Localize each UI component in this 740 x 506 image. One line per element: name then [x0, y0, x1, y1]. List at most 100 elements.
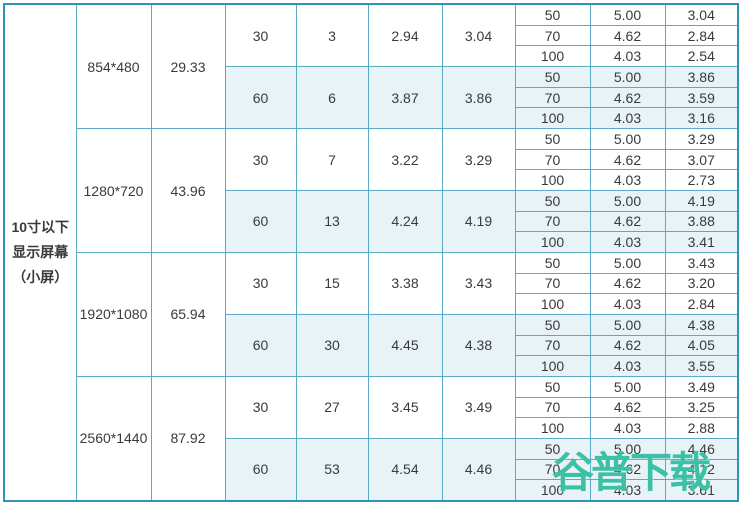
cell-fps: 60	[224, 313, 297, 377]
cell-value-2: 4.38	[441, 313, 516, 377]
cell-value-1: 4.24	[367, 190, 443, 253]
cell-value-1: 3.38	[367, 251, 443, 315]
cell-percent: 70	[514, 396, 591, 419]
table-row: 100 4.03 2.88	[4, 417, 739, 439]
watermark-text: 谷普下载	[552, 449, 711, 496]
cell-value-2: 3.29	[441, 128, 516, 191]
table-row: 70 4.62 4.05	[4, 334, 739, 357]
table-row: 1280*720 43.96 30 7 3.22 3.29 50 5.00 3.29	[4, 128, 739, 253]
screen-category-line: 显示屏幕	[12, 244, 69, 260]
cell-frames: 30	[295, 313, 369, 377]
cell-percent: 100	[514, 107, 591, 130]
table-row: 60 6 3.87 3.86 50 5.00 3.86	[4, 66, 739, 130]
table-row: 100 4.03 3.55	[4, 355, 739, 377]
cell-resolution: 1280*720	[75, 128, 152, 253]
table-body: 10寸以下 显示屏幕 （小屏） 854*480 29.33 30 3 2.94 3.04 50 5.…	[3, 3, 739, 502]
cell-percent: 70	[514, 210, 591, 233]
cell-percent: 50	[514, 251, 591, 274]
screen-bitrate-table: 10寸以下 显示屏幕 （小屏） 854*480 29.33 30 3 2.94 3.04 50 5.…	[3, 3, 739, 502]
cell-percent: 50	[514, 437, 591, 460]
cell-result: 4.38	[664, 313, 739, 336]
cell-size: 43.96	[150, 128, 226, 253]
cell-rate: 4.03	[589, 45, 666, 68]
cell-percent: 100	[514, 417, 591, 439]
cell-rate: 5.00	[589, 251, 666, 274]
cell-result: 3.25	[664, 396, 739, 419]
cell-percent: 70	[514, 272, 591, 295]
cell-result: 3.49	[664, 375, 739, 398]
cell-value-2: 3.04	[441, 3, 516, 68]
cell-rate: 4.03	[589, 293, 666, 315]
table-row: 100 4.03 3.61	[4, 479, 739, 502]
cell-value-2: 3.49	[441, 375, 516, 439]
table-row: 100 4.03 2.73	[4, 169, 739, 191]
cell-frames: 15	[295, 251, 369, 315]
cell-result: 3.16	[664, 107, 739, 130]
table-row: 70 4.62 3.20	[4, 272, 739, 295]
cell-result: 3.61	[664, 479, 739, 502]
cell-result: 3.04	[664, 3, 739, 26]
cell-result: 3.29	[664, 128, 739, 150]
cell-result: 3.20	[664, 272, 739, 295]
cell-result: 3.43	[664, 251, 739, 274]
cell-percent: 70	[514, 24, 591, 47]
cell-fps: 30	[224, 375, 297, 439]
cell-percent: 50	[514, 66, 591, 88]
cell-rate: 4.03	[589, 107, 666, 130]
screen-category-line: 10寸以下	[11, 219, 70, 235]
cell-rate: 4.62	[589, 210, 666, 233]
cell-fps: 60	[224, 437, 297, 502]
table-row: 70 4.62 3.25	[4, 396, 739, 419]
cell-percent: 100	[514, 45, 591, 68]
cell-percent: 50	[514, 3, 591, 26]
cell-frames: 27	[295, 375, 369, 439]
cell-rate: 4.03	[589, 417, 666, 439]
cell-percent: 100	[514, 169, 591, 191]
cell-value-2: 3.43	[441, 251, 516, 315]
cell-rate: 4.03	[589, 231, 666, 253]
table-row: 70 4.62 2.84	[4, 24, 739, 47]
cell-frames: 3	[295, 3, 369, 68]
screen-category-line: （小屏）	[12, 269, 69, 285]
cell-value-1: 3.87	[367, 66, 443, 130]
cell-rate: 4.03	[589, 479, 666, 502]
cell-result: 3.07	[664, 148, 739, 171]
cell-rate: 4.62	[589, 148, 666, 171]
cell-percent: 70	[514, 334, 591, 357]
cell-result: 3.88	[664, 210, 739, 233]
cell-rate: 4.03	[589, 355, 666, 377]
cell-value-1: 2.94	[367, 3, 443, 68]
cell-percent: 70	[514, 86, 591, 109]
cell-rate: 5.00	[589, 66, 666, 88]
cell-rate: 5.00	[589, 190, 666, 212]
cell-percent: 100	[514, 355, 591, 377]
cell-rate: 5.00	[589, 375, 666, 398]
cell-percent: 50	[514, 313, 591, 336]
cell-rate: 5.00	[589, 437, 666, 460]
cell-resolution: 854*480	[75, 3, 152, 130]
cell-result: 3.86	[664, 66, 739, 88]
cell-fps: 30	[224, 3, 297, 68]
cell-size: 29.33	[150, 3, 226, 130]
cell-value-2: 4.46	[441, 437, 516, 502]
table-row: 2560*1440 87.92 30 27 3.45 3.49 50 5.00 3.49	[4, 375, 739, 502]
cell-rate: 4.62	[589, 396, 666, 419]
cell-fps: 60	[224, 190, 297, 253]
cell-percent: 70	[514, 148, 591, 171]
table-row: 100 4.03 3.41	[4, 231, 739, 253]
table-row: 60 53 4.54 4.46 50 5.00 4.46	[4, 437, 739, 502]
cell-result: 4.05	[664, 334, 739, 357]
cell-result: 4.19	[664, 190, 739, 212]
cell-value-1: 3.45	[367, 375, 443, 439]
cell-rate: 4.62	[589, 334, 666, 357]
cell-percent: 100	[514, 479, 591, 502]
cell-frames: 53	[295, 437, 369, 502]
cell-result: 3.59	[664, 86, 739, 109]
cell-frames: 7	[295, 128, 369, 191]
cell-rate: 4.62	[589, 272, 666, 295]
cell-rate: 5.00	[589, 128, 666, 150]
cell-percent: 50	[514, 375, 591, 398]
cell-percent: 100	[514, 293, 591, 315]
cell-value-1: 3.22	[367, 128, 443, 191]
